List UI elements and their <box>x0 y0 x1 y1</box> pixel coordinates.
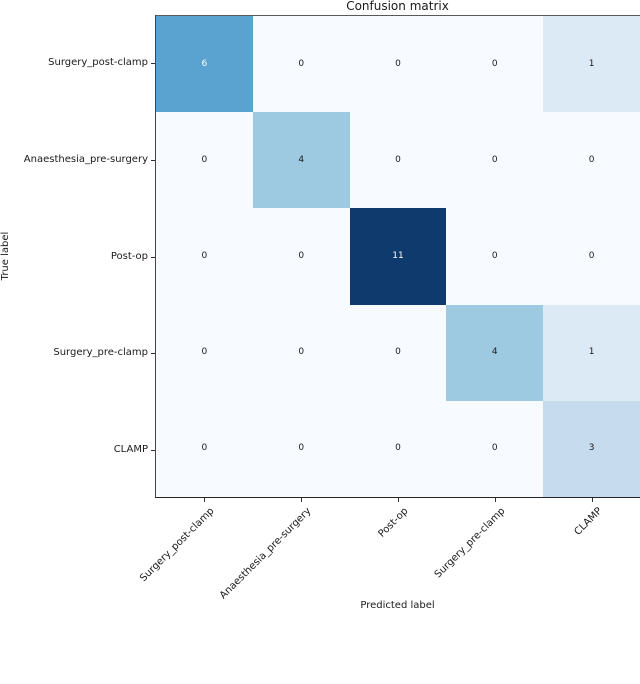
plot-area: 6 0 0 0 1 0 4 0 0 0 0 0 11 0 0 0 0 0 4 1 0 0 0 0 3 <box>155 15 640 498</box>
x-tick-mark <box>591 498 593 502</box>
matrix-cell: 3 <box>543 400 640 497</box>
y-tick-label: CLAMP <box>113 443 148 455</box>
x-tick-mark <box>203 498 205 502</box>
matrix-cell: 0 <box>349 16 447 113</box>
matrix-cell: 0 <box>543 208 640 305</box>
y-tick-label: Surgery_pre-clamp <box>53 347 148 359</box>
matrix-cell: 4 <box>252 112 350 209</box>
matrix-cell: 0 <box>446 208 544 305</box>
matrix-cell: 4 <box>446 304 544 401</box>
x-tick-mark <box>397 498 399 502</box>
y-tick-mark <box>151 449 155 451</box>
x-tick-label: Surgery_pre-clamp <box>432 505 507 581</box>
confusion-matrix-heatmap: 6 0 0 0 1 0 4 0 0 0 0 0 11 0 0 0 0 0 4 1 0 0 0 0 3 <box>156 16 640 497</box>
matrix-cell: 0 <box>349 400 447 497</box>
y-tick-label: Post-op <box>110 250 148 262</box>
y-tick-mark <box>151 256 155 258</box>
x-tick-label: Post-op <box>375 505 410 540</box>
matrix-cell: 1 <box>543 16 640 113</box>
matrix-cell: 0 <box>446 112 544 209</box>
matrix-cell: 1 <box>543 304 640 401</box>
y-tick-mark <box>151 353 155 355</box>
y-tick-label: Surgery_post-clamp <box>48 57 148 69</box>
matrix-cell: 0 <box>252 16 350 113</box>
matrix-cell: 6 <box>156 16 253 113</box>
x-tick-label: Anaesthesia_pre-surgery <box>217 505 313 602</box>
x-tick-mark <box>300 498 302 502</box>
matrix-cell: 0 <box>156 304 253 401</box>
matrix-cell: 0 <box>252 400 350 497</box>
matrix-cell: 0 <box>252 304 350 401</box>
x-tick-label: CLAMP <box>571 505 604 538</box>
y-tick-label: Anaesthesia_pre-surgery <box>23 153 148 165</box>
matrix-cell: 0 <box>156 112 253 209</box>
matrix-cell: 11 <box>349 208 447 305</box>
chart-title: Confusion matrix <box>346 0 449 13</box>
x-tick-label: Surgery_post-clamp <box>137 505 216 585</box>
matrix-cell: 0 <box>156 400 253 497</box>
matrix-cell: 0 <box>252 208 350 305</box>
matrix-cell: 0 <box>349 304 447 401</box>
matrix-cell: 0 <box>156 208 253 305</box>
x-axis-label: Predicted label <box>360 600 435 611</box>
y-tick-mark <box>151 63 155 65</box>
matrix-cell: 0 <box>446 400 544 497</box>
matrix-cell: 0 <box>543 112 640 209</box>
x-tick-mark <box>494 498 496 502</box>
y-tick-mark <box>151 159 155 161</box>
matrix-cell: 0 <box>446 16 544 113</box>
matrix-cell: 0 <box>349 112 447 209</box>
